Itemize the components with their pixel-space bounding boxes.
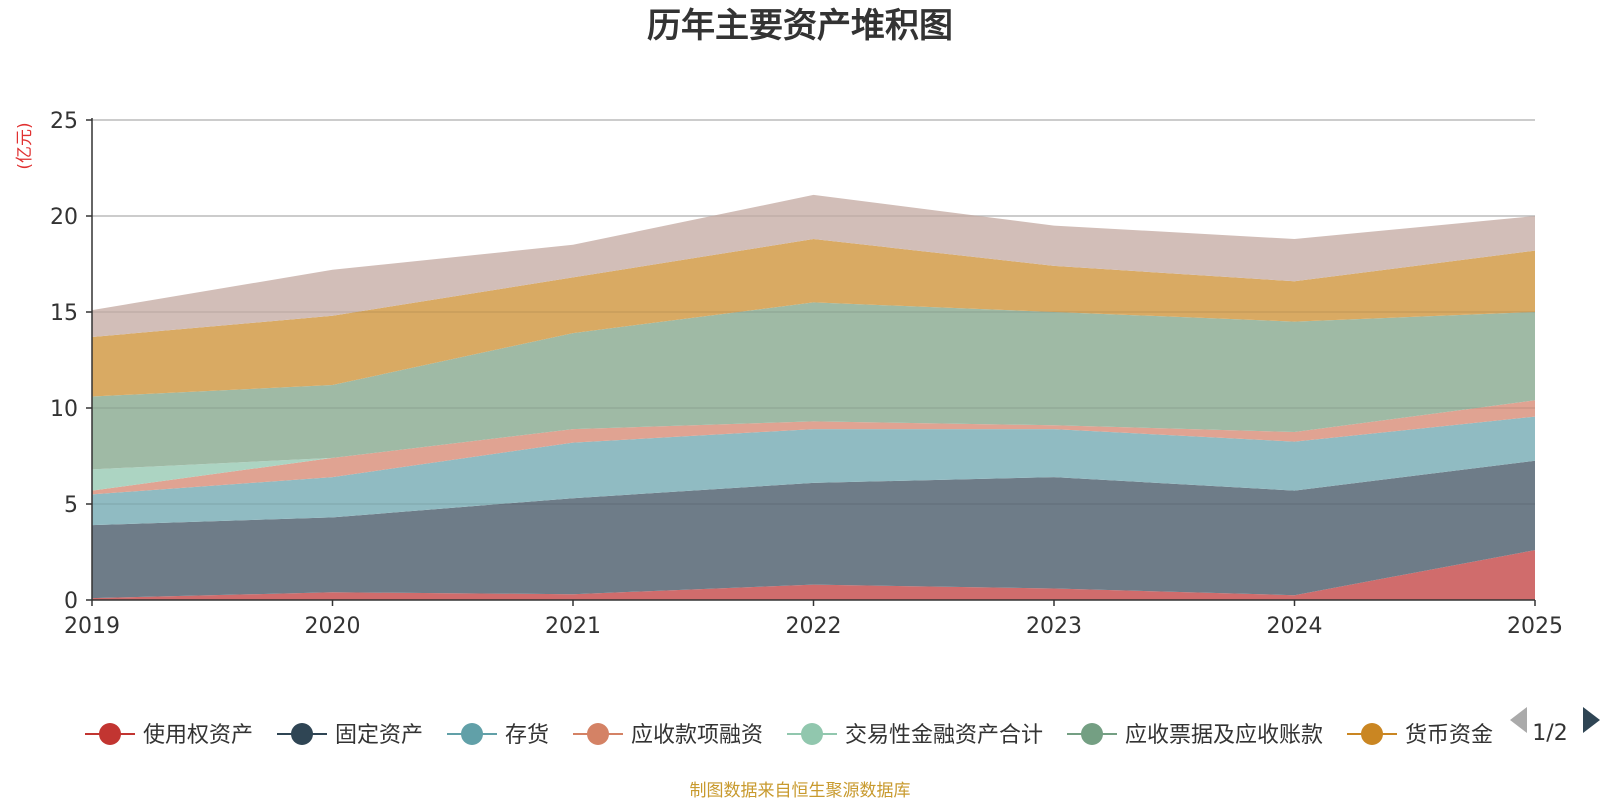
- legend-item[interactable]: 固定资产: [277, 723, 423, 748]
- legend-marker-icon: [801, 723, 823, 745]
- legend-label: 交易性金融资产合计: [845, 723, 1043, 748]
- legend[interactable]: 使用权资产 固定资产 存货 应收款项融资 交易性金融资产合计 应收票据及应收账款 货币资金: [85, 723, 1493, 748]
- legend-prev-icon[interactable]: [1510, 707, 1527, 733]
- legend-item[interactable]: 应收票据及应收账款: [1067, 723, 1323, 748]
- y-tick-label: 0: [64, 589, 78, 614]
- area-series-1: [92, 460, 1535, 599]
- y-tick-label: 10: [50, 397, 78, 422]
- legend-label: 存货: [505, 723, 549, 748]
- legend-label: 固定资产: [335, 723, 423, 748]
- area-series-7: [92, 194, 1535, 337]
- legend-item[interactable]: 存货: [447, 723, 549, 748]
- x-tick-label: 2024: [1267, 614, 1323, 639]
- legend-marker-icon: [461, 723, 483, 745]
- area-series-0: [92, 550, 1535, 600]
- legend-marker-icon: [1361, 723, 1383, 745]
- legend-label: 应收票据及应收账款: [1125, 723, 1323, 748]
- legend-item[interactable]: 货币资金: [1347, 723, 1493, 748]
- x-tick-label: 2019: [64, 614, 120, 639]
- x-tick-label: 2023: [1026, 614, 1082, 639]
- legend-next-icon[interactable]: [1583, 707, 1600, 733]
- legend-marker-icon: [1081, 723, 1103, 745]
- y-tick-label: 20: [50, 205, 78, 230]
- source-note: 制图数据来自恒生聚源数据库: [690, 781, 911, 800]
- legend-item[interactable]: 交易性金融资产合计: [787, 723, 1043, 748]
- x-tick-label: 2020: [305, 614, 361, 639]
- legend-item[interactable]: 使用权资产: [85, 723, 253, 748]
- area-series-2: [92, 416, 1535, 526]
- y-tick-label: 25: [50, 109, 78, 134]
- x-tick-label: 2025: [1507, 614, 1563, 639]
- legend-label: 使用权资产: [143, 723, 253, 748]
- area-series-5: [92, 302, 1535, 470]
- stacked-areas: [92, 119, 1535, 600]
- legend-marker-icon: [99, 723, 121, 745]
- y-tick-label: 5: [64, 493, 78, 518]
- y-axis-unit: (亿元): [15, 122, 35, 169]
- x-tick-label: 2021: [545, 614, 601, 639]
- legend-marker-icon: [291, 723, 313, 745]
- legend-label: 应收款项融资: [631, 723, 763, 748]
- area-series-6: [92, 239, 1535, 397]
- chart-title: 历年主要资产堆积图: [647, 6, 953, 46]
- legend-pager[interactable]: 1/2: [1510, 707, 1600, 746]
- legend-item[interactable]: 应收款项融资: [573, 723, 763, 748]
- y-tick-label: 15: [50, 301, 78, 326]
- legend-marker-icon: [587, 723, 609, 745]
- legend-page-indicator: 1/2: [1532, 721, 1567, 746]
- legend-label: 货币资金: [1405, 723, 1493, 748]
- x-tick-label: 2022: [786, 614, 842, 639]
